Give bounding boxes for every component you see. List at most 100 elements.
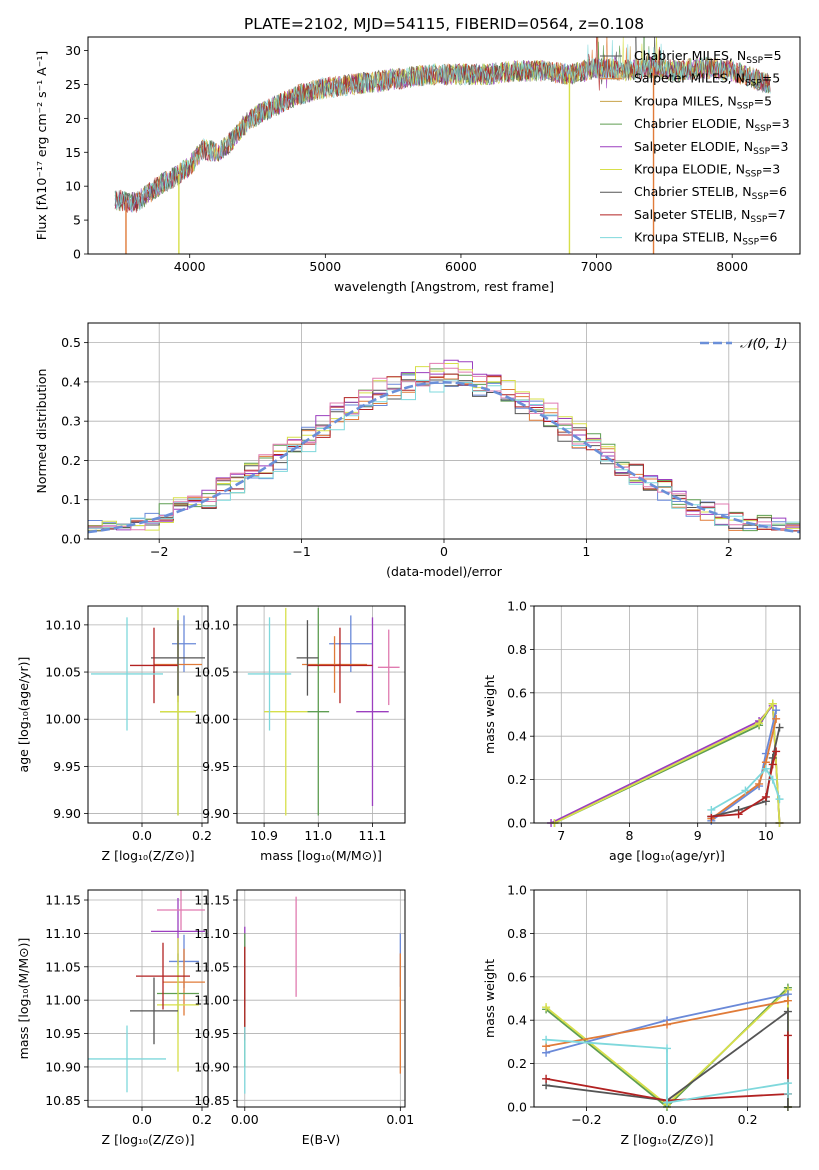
weight-vs-z-panel: −0.2 0.0 0.2 0.0 0.2 0.4 0.6 0.8 1.0 Z [log₁₀(Z/Z…	[482, 883, 801, 1147]
y-tick-label: 0.1	[61, 492, 81, 507]
weight-marker	[663, 1020, 671, 1029]
y-tick-label: 1.0	[507, 883, 527, 898]
y-tick-label: 10.10	[45, 617, 81, 632]
y-tick-label: 10.10	[194, 617, 230, 632]
weight-marker	[755, 779, 764, 788]
y-axis-label: age [log₁₀(age/yr)]	[16, 657, 31, 773]
weight-marker	[761, 792, 770, 801]
x-axis-label: Z [log₁₀(Z/Z⊙)]	[102, 848, 195, 863]
x-tick-label: 0.0	[657, 1112, 677, 1127]
weight-marker	[663, 1098, 671, 1107]
legend-label: Chabrier MILES, NSSP=5	[634, 48, 782, 66]
legend-label: Salpeter ELODIE, NSSP=3	[634, 139, 788, 157]
weight-marker	[755, 719, 764, 728]
spectrum-legend: Chabrier MILES, NSSP=5 Salpeter MILES, NS…	[600, 48, 790, 248]
x-tick-label: 0.0	[132, 1112, 152, 1127]
spectrum-line	[114, 40, 771, 213]
legend-label: Salpeter STELIB, NSSP=7	[634, 207, 786, 225]
y-tick-label: 10.85	[45, 1093, 81, 1108]
plot-frame	[87, 36, 801, 255]
weight-marker	[768, 760, 777, 769]
y-tick-label: 11.10	[194, 926, 230, 941]
y-tick-label: 20	[65, 111, 81, 126]
y-tick-label: 11.10	[45, 926, 81, 941]
legend-label: Chabrier ELODIE, NSSP=3	[634, 116, 790, 134]
x-tick-label: −1	[292, 544, 310, 559]
x-axis-label: E(B-V)	[302, 1132, 341, 1147]
y-tick-label: 10.90	[194, 1059, 230, 1074]
weight-line	[545, 1035, 789, 1102]
plot-frame	[87, 605, 209, 824]
y-axis-label: mass weight	[482, 959, 497, 1038]
x-axis-label: mass [log₁₀(M/M⊙)]	[260, 848, 382, 863]
y-tick-label: 0.2	[507, 1056, 527, 1071]
weight-line	[710, 709, 777, 822]
spectrum-line	[114, 56, 771, 213]
legend-label: Kroupa MILES, NSSP=5	[634, 93, 772, 111]
legend-label: 𝒩(0, 1)	[740, 337, 787, 352]
weight-marker	[775, 723, 784, 732]
weight-marker	[542, 1074, 551, 1083]
x-tick-label: 1	[582, 544, 590, 559]
y-tick-label: 0.2	[507, 772, 527, 787]
mass-vs-ebv-panel: 0.00 0.01 10.85 10.90 10.95 11.00 11.05 11.10 11…	[194, 889, 414, 1147]
y-tick-label: 11.05	[194, 959, 230, 974]
histogram-step	[88, 362, 800, 531]
x-tick-label: 6000	[445, 259, 477, 274]
y-tick-label: 25	[65, 77, 81, 92]
x-tick-label: 0.00	[231, 1112, 259, 1127]
y-tick-label: 0.8	[507, 926, 527, 941]
weight-marker	[768, 699, 777, 708]
x-tick-label: −0.2	[571, 1112, 601, 1127]
weight-marker	[772, 706, 781, 715]
y-tick-label: 9.90	[202, 806, 230, 821]
y-tick-label: 10	[65, 179, 81, 194]
y-tick-label: 11.15	[194, 893, 230, 908]
x-axis-label: Z [log₁₀(Z/Z⊙)]	[621, 1132, 714, 1147]
x-tick-label: 4000	[174, 259, 206, 274]
mass-vs-z-panel: 0.0 0.2 10.85 10.90 10.95 11.00 11.05 11.10 11.1…	[16, 889, 212, 1147]
y-tick-label: 9.90	[53, 806, 81, 821]
y-tick-label: 0	[73, 247, 81, 262]
y-tick-label: 10.95	[45, 1026, 81, 1041]
weight-marker	[761, 764, 770, 773]
age-vs-z-panel: 0.0 0.2 9.90 9.95 10.00 10.05 10.10 Z [log₁₀(Z/…	[16, 605, 212, 863]
y-tick-label: 5	[73, 213, 81, 228]
x-tick-label: 5000	[309, 259, 341, 274]
x-tick-label: −2	[150, 544, 168, 559]
weight-marker	[775, 795, 784, 804]
weight-marker	[741, 786, 750, 795]
x-tick-label: 0.01	[386, 1112, 414, 1127]
x-tick-label: 10.9	[250, 828, 278, 843]
x-tick-label: 0	[440, 544, 448, 559]
weight-line	[554, 700, 781, 823]
y-tick-label: 0.4	[507, 1013, 527, 1028]
y-tick-label: 0.8	[507, 642, 527, 657]
y-axis-label: Flux [fλ10⁻¹⁷ erg cm⁻² s⁻¹ A⁻¹]	[34, 51, 49, 240]
y-tick-label: 0.2	[61, 453, 81, 468]
x-tick-label: 11.1	[359, 828, 387, 843]
y-axis-label: Normed distribution	[34, 369, 49, 494]
plot-frame	[236, 889, 406, 1108]
y-tick-label: 10.05	[194, 665, 230, 680]
y-tick-label: 11.00	[45, 993, 81, 1008]
weight-marker	[542, 1035, 551, 1044]
x-tick-label: 11.0	[304, 828, 332, 843]
x-tick-label: 8000	[716, 259, 748, 274]
spectrum-line	[178, 37, 770, 177]
y-tick-label: 10.05	[45, 665, 81, 680]
y-tick-label: 0.6	[507, 969, 527, 984]
x-axis-label: Z [log₁₀(Z/Z⊙)]	[102, 1132, 195, 1147]
y-tick-label: 0.3	[61, 414, 81, 429]
x-tick-label: 2	[725, 544, 733, 559]
weight-marker	[734, 810, 743, 819]
weight-marker	[768, 775, 777, 784]
y-tick-label: 11.00	[194, 993, 230, 1008]
y-tick-label: 1.0	[507, 599, 527, 614]
weight-marker	[783, 1031, 792, 1040]
y-tick-label: 30	[65, 43, 81, 58]
x-tick-label: 8	[626, 828, 634, 843]
x-tick-label: 0.2	[192, 828, 212, 843]
plot-frame	[236, 605, 406, 824]
